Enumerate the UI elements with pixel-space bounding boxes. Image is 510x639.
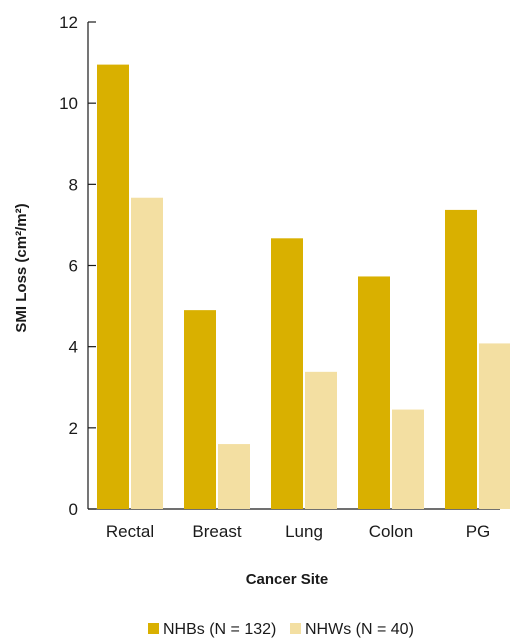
bar-colon-series-2 (392, 409, 424, 509)
y-tick-label: 4 (69, 338, 78, 357)
bar-rectal-series-2 (131, 197, 163, 509)
y-axis-title: SMI Loss (cm²/m²) (13, 203, 30, 332)
y-axis: 0 2 4 6 8 10 12 (59, 13, 96, 519)
x-tick-label: Breast (192, 522, 241, 541)
y-tick-label: 0 (69, 500, 78, 519)
bar-breast-series-2 (218, 444, 250, 509)
legend-label-series-1: NHBs (N = 132) (163, 621, 276, 638)
y-tick-label: 2 (69, 419, 78, 438)
y-tick-label: 8 (69, 175, 78, 194)
legend-swatch-series-2 (290, 623, 301, 634)
x-axis: Rectal Breast Lung Colon PG (88, 508, 500, 541)
x-tick-label: Lung (285, 522, 323, 541)
legend-swatch-series-1 (148, 623, 159, 634)
y-tick-label: 6 (69, 257, 78, 276)
bar-lung-series-1 (271, 238, 303, 509)
legend-label-series-2: NHWs (N = 40) (305, 621, 414, 638)
y-tick-label: 10 (59, 94, 78, 113)
x-tick-label: Rectal (106, 522, 154, 541)
x-tick-label: PG (466, 522, 491, 541)
legend: NHBs (N = 132) NHWs (N = 40) (148, 621, 414, 638)
bar-breast-series-1 (184, 310, 216, 509)
bar-pg-series-2 (479, 343, 510, 509)
bar-lung-series-2 (305, 371, 337, 509)
y-tick-label: 12 (59, 13, 78, 32)
x-axis-title: Cancer Site (246, 571, 329, 588)
bar-pg-series-1 (445, 209, 477, 510)
x-tick-label: Colon (369, 522, 413, 541)
bar-rectal-series-1 (97, 64, 129, 510)
bar-colon-series-1 (358, 276, 390, 509)
bars (97, 64, 510, 510)
